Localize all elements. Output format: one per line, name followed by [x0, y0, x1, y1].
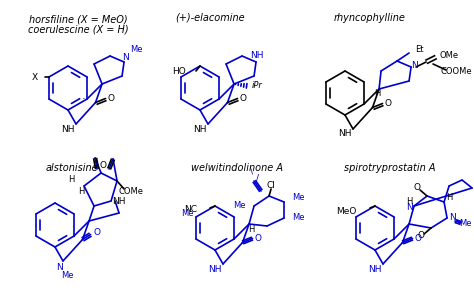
Text: N: N — [56, 263, 64, 271]
Text: O: O — [254, 234, 261, 243]
Text: H: H — [374, 88, 380, 98]
Text: Me: Me — [130, 45, 142, 55]
Text: NH: NH — [368, 265, 382, 273]
Text: NH: NH — [193, 124, 207, 134]
Text: NC: NC — [184, 204, 197, 214]
Text: Me: Me — [61, 271, 73, 279]
Text: (+)-elacomine: (+)-elacomine — [175, 13, 245, 23]
Text: MeO: MeO — [337, 206, 357, 216]
Text: Cl: Cl — [266, 181, 275, 191]
Text: O: O — [418, 232, 425, 240]
Text: Me: Me — [182, 209, 194, 219]
Text: \: \ — [249, 166, 253, 176]
Text: ·: · — [82, 94, 86, 104]
Text: O: O — [100, 161, 107, 171]
Text: H: H — [78, 186, 84, 196]
Text: iPr: iPr — [252, 81, 263, 91]
Text: X: X — [32, 73, 38, 81]
Text: HO: HO — [172, 68, 186, 76]
Text: OMe: OMe — [439, 50, 459, 60]
Text: O: O — [107, 94, 114, 103]
Text: horsfiline (X = MeO): horsfiline (X = MeO) — [29, 15, 128, 25]
Text: COOMe: COOMe — [440, 68, 472, 76]
Text: H: H — [248, 224, 254, 234]
Text: Me: Me — [234, 201, 246, 211]
Text: N: N — [122, 53, 128, 63]
Text: alstonisine: alstonisine — [46, 163, 98, 173]
Text: NH: NH — [208, 265, 222, 273]
Text: Me: Me — [292, 194, 305, 202]
Text: O: O — [413, 183, 420, 193]
Text: Et: Et — [415, 45, 423, 53]
Text: COMe: COMe — [118, 186, 144, 196]
Text: NH: NH — [250, 50, 264, 60]
Text: NH: NH — [112, 196, 126, 206]
Text: Me: Me — [292, 214, 305, 222]
Text: N: N — [406, 204, 412, 212]
Text: N: N — [410, 60, 418, 70]
Text: H: H — [406, 196, 412, 206]
Text: H: H — [68, 175, 74, 183]
Text: N: N — [449, 214, 456, 222]
Text: Me: Me — [459, 219, 471, 227]
Text: O: O — [384, 99, 391, 108]
Text: rhyncophylline: rhyncophylline — [334, 13, 406, 23]
Text: O: O — [239, 94, 246, 103]
Text: NH: NH — [61, 124, 75, 134]
Text: O: O — [414, 234, 421, 243]
Text: spirotryprostatin A: spirotryprostatin A — [344, 163, 436, 173]
Text: H: H — [446, 193, 452, 201]
Text: /: / — [255, 173, 258, 183]
Text: welwitindolinone A: welwitindolinone A — [191, 163, 283, 173]
Text: coerulescine (X = H): coerulescine (X = H) — [27, 24, 128, 34]
Text: O: O — [93, 228, 100, 237]
Text: NH: NH — [338, 130, 352, 138]
